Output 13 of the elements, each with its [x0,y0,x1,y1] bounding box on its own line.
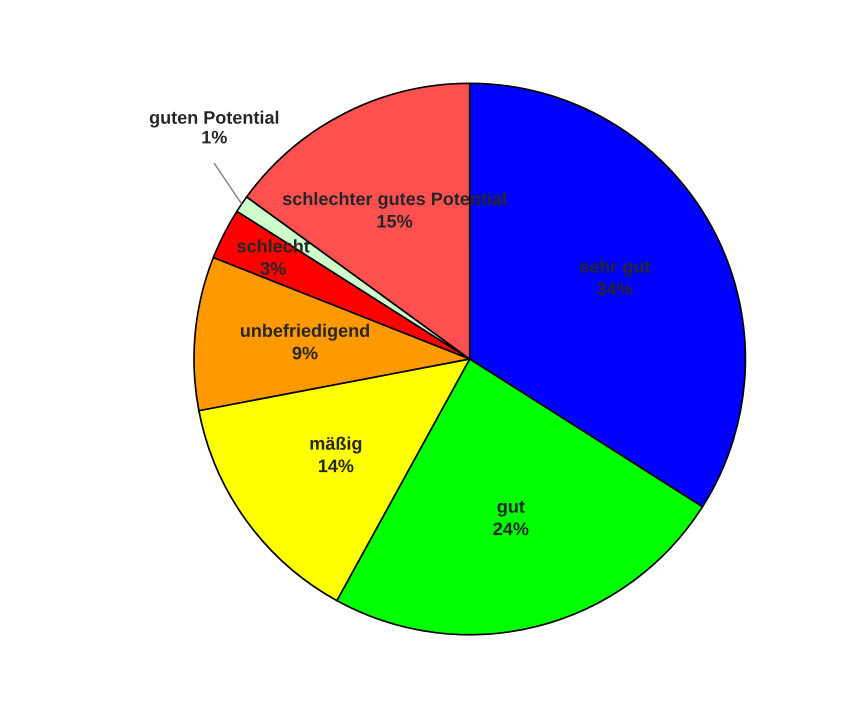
slice-label: unbefriedigend [240,324,370,341]
data-label: 15% [378,214,412,228]
slice-label: guten Potential [150,110,278,128]
data-label: 34% [597,282,632,296]
slice-label: mäßig [310,436,362,454]
data-label: 3% [260,262,286,275]
data-label: 14% [318,460,354,472]
data-label: 1% [202,130,227,144]
data-label: 24% [493,522,528,536]
data-label: 9% [292,346,318,360]
slice-label: schlechter gutes Potential [282,192,506,209]
slice-label: sehr gut [580,260,650,277]
slice-label: gut [498,500,525,516]
